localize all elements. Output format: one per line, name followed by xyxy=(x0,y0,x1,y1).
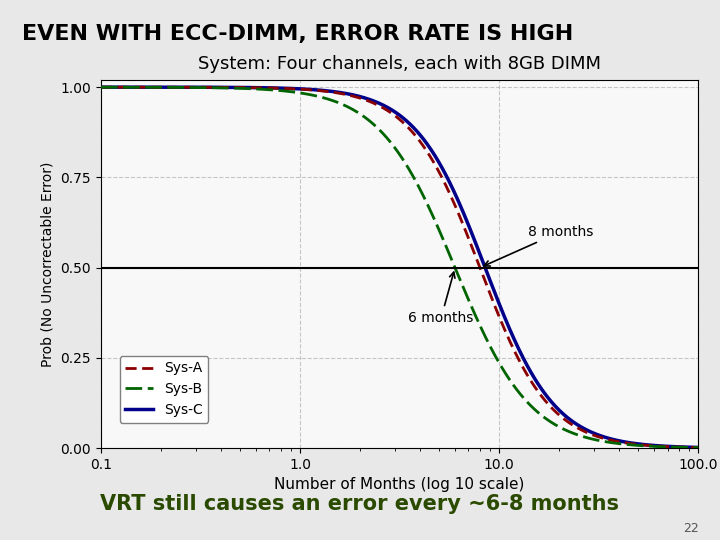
Title: System: Four channels, each with 8GB DIMM: System: Four channels, each with 8GB DIM… xyxy=(198,55,601,73)
Text: EVEN WITH ECC-DIMM, ERROR RATE IS HIGH: EVEN WITH ECC-DIMM, ERROR RATE IS HIGH xyxy=(22,24,573,44)
Y-axis label: Prob (No Uncorrectable Error): Prob (No Uncorrectable Error) xyxy=(41,161,55,367)
Text: 8 months: 8 months xyxy=(484,225,594,266)
Text: VRT still causes an error every ~6-8 months: VRT still causes an error every ~6-8 mon… xyxy=(101,494,619,515)
Text: 6 months: 6 months xyxy=(408,272,474,325)
Legend: Sys-A, Sys-B, Sys-C: Sys-A, Sys-B, Sys-C xyxy=(120,356,209,423)
X-axis label: Number of Months (log 10 scale): Number of Months (log 10 scale) xyxy=(274,477,525,492)
Text: 22: 22 xyxy=(683,522,698,535)
